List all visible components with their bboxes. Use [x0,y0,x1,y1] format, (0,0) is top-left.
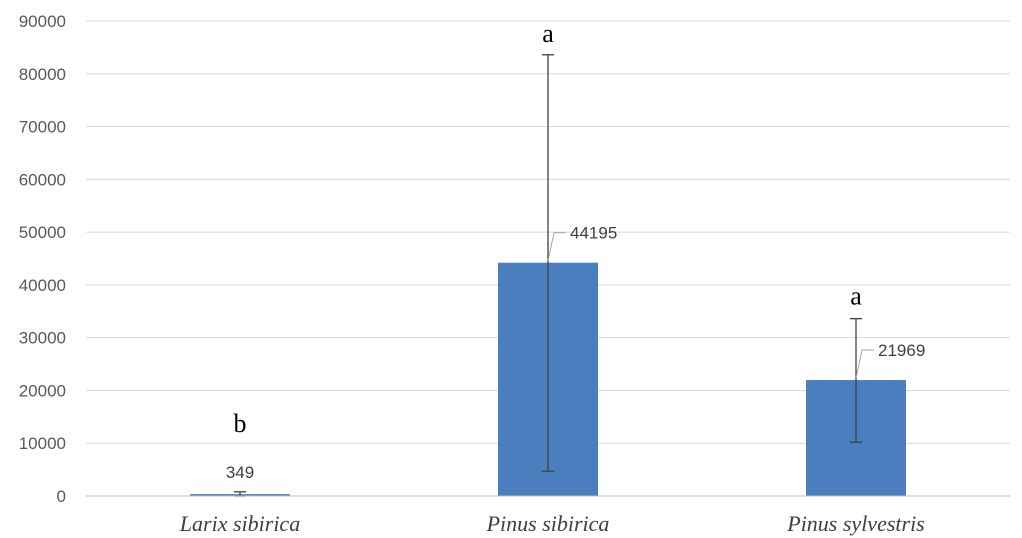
x-axis-category-labels: Larix sibirica Pinus sibirica Pinus sylves… [179,511,925,536]
y-tick-label: 80000 [19,65,66,84]
y-tick-label: 70000 [19,118,66,137]
y-tick-label: 90000 [19,12,66,31]
significance-letter: b [234,409,247,438]
error-bar [234,491,246,497]
y-tick-label: 60000 [19,170,66,189]
data-label: 21969 [878,341,925,360]
data-label: 44195 [570,224,617,243]
data-label-leader [855,349,874,379]
data-label-leaders [547,232,874,379]
data-labels: 349 44195 21969 [226,224,925,482]
y-tick-label: 30000 [19,329,66,348]
y-tick-label: 50000 [19,223,66,242]
y-tick-label: 20000 [19,381,66,400]
error-bars [234,54,862,497]
y-tick-label: 0 [57,487,66,506]
category-label: Larix sibirica [179,511,300,536]
significance-letter: a [542,19,554,48]
y-tick-label: 10000 [19,434,66,453]
significance-letter: a [850,282,862,311]
significance-letters: b a a [234,19,863,438]
error-bar [850,318,862,443]
category-label: Pinus sylvestris [786,511,925,536]
error-bar [542,54,554,472]
y-tick-label: 40000 [19,276,66,295]
category-label: Pinus sibirica [486,511,610,536]
y-axis-tick-labels: 0 10000 20000 30000 40000 50000 60000 70000 8000… [19,12,66,506]
data-label-leader [547,232,566,261]
data-label: 349 [226,463,254,482]
